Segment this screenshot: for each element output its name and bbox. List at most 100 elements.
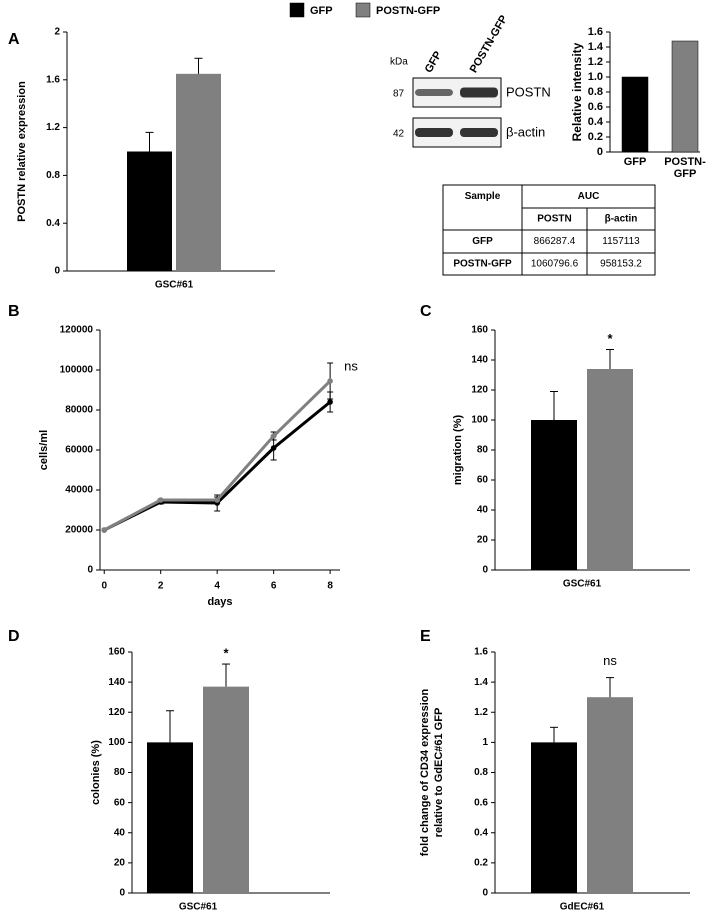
table-cell: 1060796.6 [531, 259, 579, 270]
point [101, 527, 108, 533]
bar [531, 742, 577, 893]
y-tick-label: 1.2 [474, 707, 488, 718]
y-tick-label: 1.0 [588, 71, 603, 83]
y-tick-label: 1.2 [46, 122, 60, 133]
x-tick-label: GdEC#61 [560, 902, 605, 912]
bar [671, 40, 699, 153]
band-size: 87 [393, 89, 405, 100]
y-tick-label: 0.6 [474, 797, 488, 808]
y-tick-label: 120 [108, 707, 125, 718]
y-tick-label: 1 [482, 737, 488, 748]
x-axis-label: days [207, 596, 232, 608]
y-tick-label: 40 [477, 505, 489, 516]
x-tick-label: GFP [623, 156, 647, 168]
table-header: AUC [578, 191, 600, 202]
point [270, 445, 277, 451]
y-tick-label: 1.2 [588, 56, 603, 68]
y-tick-label: 140 [108, 677, 125, 688]
y-tick-label: 0 [87, 565, 93, 576]
band-size: 42 [393, 129, 405, 140]
y-axis-label: Relative intensity [570, 42, 584, 141]
y-tick-label: 0 [119, 888, 125, 899]
y-tick-label: 60 [477, 475, 489, 486]
y-tick-label: 80 [114, 767, 126, 778]
y-axis-label: migration (%) [452, 415, 464, 486]
table-cell: 1157113 [602, 236, 640, 247]
y-tick-label: 0.6 [588, 101, 603, 113]
point [327, 378, 333, 384]
y-tick-label: 160 [471, 325, 488, 336]
table-cell: 866287.4 [534, 236, 576, 247]
bar [587, 369, 633, 570]
y-tick-label: 120000 [60, 325, 94, 336]
y-tick-label: 0.8 [46, 170, 60, 181]
y-tick-label: 0 [54, 266, 60, 277]
y-tick-label: 20 [114, 858, 126, 869]
bar [147, 742, 193, 893]
y-tick-label: 0 [482, 888, 488, 899]
y-axis-label: POSTN relative expression [16, 81, 28, 222]
y-tick-label: 20000 [65, 525, 93, 536]
x-tick-label: GSC#61 [155, 280, 194, 291]
table-subheader: POSTN [537, 214, 571, 225]
y-tick-label: 0.8 [588, 86, 603, 98]
x-tick-label-box: GFP [623, 156, 647, 168]
y-tick-label: 0 [482, 565, 488, 576]
y-tick-label: 60 [114, 797, 126, 808]
y-tick-label: 40000 [65, 485, 93, 496]
y-tick-label: 0 [597, 146, 603, 158]
annotation: * [607, 331, 613, 346]
y-tick-label: 60000 [65, 445, 93, 456]
x-tick-label: 6 [271, 581, 277, 592]
band-label: POSTN [506, 84, 551, 99]
band [460, 128, 498, 137]
table-subheader: β-actin [605, 214, 638, 225]
y-tick-label: 40 [114, 827, 126, 838]
y-tick-label: 100 [471, 415, 488, 426]
bar [531, 420, 577, 570]
y-tick-label: 1.6 [46, 74, 60, 85]
y-tick-label: 2 [54, 27, 60, 38]
legend-label: GFP [310, 5, 333, 17]
table-cell: POSTN-GFP [453, 259, 512, 270]
x-tick-label: GSC#61 [563, 579, 602, 590]
y-tick-label: 0.2 [588, 131, 603, 143]
point [214, 497, 220, 503]
band [460, 87, 498, 98]
legend-swatch [289, 2, 305, 18]
table-header: Sample [465, 191, 501, 202]
y-tick-label: 1.6 [588, 26, 603, 38]
panel-letter: E [420, 628, 431, 645]
bar [621, 76, 649, 153]
table-cell: 958153.2 [600, 259, 642, 270]
bar [203, 686, 249, 893]
panel-letter: B [8, 303, 20, 320]
band-label: β-actin [506, 124, 545, 139]
y-tick-label: 140 [471, 355, 488, 366]
panel-letter: D [8, 628, 20, 645]
y-tick-label: 80000 [65, 405, 93, 416]
band [415, 128, 453, 137]
band [415, 89, 453, 96]
y-tick-label: 100 [108, 737, 125, 748]
y-tick-label: 100000 [60, 365, 94, 376]
y-axis-label: cells/ml [38, 430, 50, 470]
legend-swatch [355, 2, 371, 18]
panel-letter: A [8, 31, 20, 48]
annotation: ns [344, 358, 358, 373]
blot-unit: kDa [390, 57, 408, 68]
y-tick-label: 160 [108, 647, 125, 658]
point [327, 399, 333, 405]
y-axis-label: colonies (%) [90, 740, 102, 805]
x-tick-label-box: POSTN-GFP [664, 156, 706, 180]
point [157, 497, 164, 503]
x-tick-label: 8 [327, 581, 333, 592]
y-tick-label: 0.4 [588, 116, 604, 128]
panel-letter: C [420, 303, 432, 320]
x-tick-label: GSC#61 [179, 902, 218, 912]
point [270, 433, 277, 439]
bar [127, 151, 172, 271]
bar [176, 73, 221, 271]
